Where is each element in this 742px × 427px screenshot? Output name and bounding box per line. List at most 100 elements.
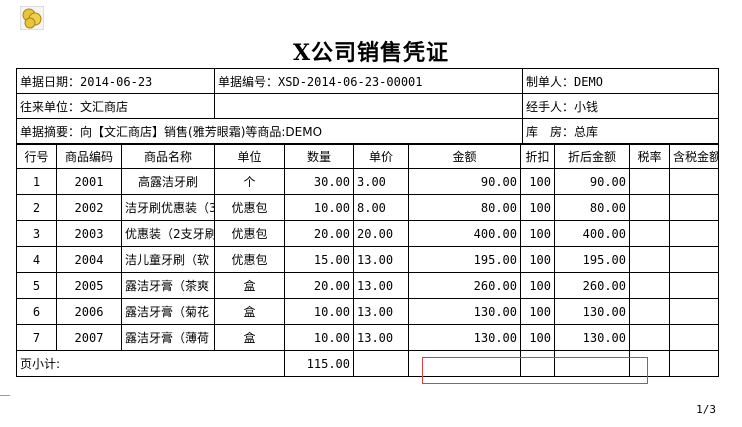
- subtotal-cell: [669, 350, 719, 377]
- item-amount: 90.00: [408, 168, 521, 195]
- item-unit: 优惠包: [214, 220, 285, 247]
- table-row[interactable]: 7 2007 露洁牙膏（薄荷 盒 10.00 13.00 130.00 100 …: [16, 324, 719, 351]
- item-qty: 20.00: [284, 220, 354, 247]
- item-tax-rate: [629, 194, 670, 221]
- row-number: 2: [16, 194, 57, 221]
- col-header: 数量: [284, 144, 354, 169]
- item-price: 13.00: [353, 272, 409, 299]
- table-row[interactable]: 6 2006 露洁牙膏（菊花 盒 10.00 13.00 130.00 100 …: [16, 298, 719, 325]
- item-tax-rate: [629, 246, 670, 273]
- item-name: 露洁牙膏（薄荷: [121, 324, 215, 351]
- subtotal-cell: [554, 350, 630, 377]
- item-discount: 100: [520, 220, 555, 247]
- table-row[interactable]: 5 2005 露洁牙膏（茶爽 盒 20.00 13.00 260.00 100 …: [16, 272, 719, 299]
- item-qty: 10.00: [284, 194, 354, 221]
- item-net-amount: 130.00: [554, 324, 630, 351]
- item-price: 20.00: [353, 220, 409, 247]
- item-price: 13.00: [353, 324, 409, 351]
- item-discount: 100: [520, 298, 555, 325]
- item-qty: 30.00: [284, 168, 354, 195]
- doc-warehouse: 库 房：总库: [522, 118, 719, 144]
- col-header: 折后金额: [554, 144, 630, 169]
- item-unit: 个: [214, 168, 285, 195]
- item-tax-rate: [629, 272, 670, 299]
- item-code: 2007: [56, 324, 122, 351]
- row-number: 7: [16, 324, 57, 351]
- item-qty: 15.00: [284, 246, 354, 273]
- table-row[interactable]: 1 2001 高露洁牙刷 个 30.00 3.00 90.00 100 90.0…: [16, 168, 719, 195]
- subtotal-row: 页小计: 115.00: [16, 350, 719, 377]
- table-row[interactable]: 2 2002 洁牙刷优惠装（3 优惠包 10.00 8.00 80.00 100…: [16, 194, 719, 221]
- subtotal-label: 页小计:: [16, 350, 285, 377]
- item-qty: 10.00: [284, 324, 354, 351]
- col-header: 税率: [629, 144, 670, 169]
- item-discount: 100: [520, 168, 555, 195]
- col-header: 行号: [16, 144, 57, 169]
- subtotal-cell: [520, 350, 555, 377]
- item-name: 高露洁牙刷: [121, 168, 215, 195]
- table-row[interactable]: 4 2004 洁儿童牙刷（软 优惠包 15.00 13.00 195.00 10…: [16, 246, 719, 273]
- doc-partner-blank: [214, 93, 523, 119]
- item-net-amount: 400.00: [554, 220, 630, 247]
- subtotal-cell: [353, 350, 409, 377]
- item-gross-amount: [669, 220, 719, 247]
- item-gross-amount: [669, 168, 719, 195]
- item-gross-amount: [669, 246, 719, 273]
- item-code: 2005: [56, 272, 122, 299]
- row-number: 5: [16, 272, 57, 299]
- item-gross-amount: [669, 298, 719, 325]
- item-tax-rate: [629, 168, 670, 195]
- item-amount: 400.00: [408, 220, 521, 247]
- item-amount: 130.00: [408, 298, 521, 325]
- doc-maker: 制单人：DEMO: [522, 68, 719, 94]
- doc-partner: 往来单位：文汇商店: [16, 93, 215, 119]
- items-table: 行号 商品编码 商品名称 单位 数量 单价 金额 折扣 折后金额 税率 含税金额…: [16, 144, 719, 377]
- col-header: 金额: [408, 144, 521, 169]
- item-discount: 100: [520, 194, 555, 221]
- item-name: 露洁牙膏（茶爽: [121, 272, 215, 299]
- item-net-amount: 80.00: [554, 194, 630, 221]
- item-discount: 100: [520, 272, 555, 299]
- item-unit: 优惠包: [214, 246, 285, 273]
- item-net-amount: 130.00: [554, 298, 630, 325]
- col-header: 含税金额: [669, 144, 719, 169]
- col-header: 折扣: [520, 144, 555, 169]
- item-name: 洁牙刷优惠装（3: [121, 194, 215, 221]
- item-discount: 100: [520, 324, 555, 351]
- coins-logo-icon: [19, 5, 45, 31]
- row-number: 6: [16, 298, 57, 325]
- document-title: X公司销售凭证: [292, 40, 450, 66]
- item-code: 2003: [56, 220, 122, 247]
- item-unit: 盒: [214, 272, 285, 299]
- item-price: 13.00: [353, 246, 409, 273]
- items-header-row: 行号 商品编码 商品名称 单位 数量 单价 金额 折扣 折后金额 税率 含税金额: [16, 144, 719, 169]
- doc-handler: 经手人：小钱: [522, 93, 719, 119]
- subtotal-cell: [408, 350, 521, 377]
- doc-summary: 单据摘要：向【文汇商店】销售(雅芳眼霜)等商品:DEMO: [16, 118, 523, 144]
- selection-rectangle[interactable]: [422, 357, 648, 384]
- item-name: 洁儿童牙刷（软: [121, 246, 215, 273]
- col-header: 商品名称: [121, 144, 215, 169]
- doc-date: 单据日期：2014-06-23: [16, 68, 215, 94]
- item-code: 2006: [56, 298, 122, 325]
- item-price: 8.00: [353, 194, 409, 221]
- item-net-amount: 90.00: [554, 168, 630, 195]
- voucher-header-table: 单据日期：2014-06-23 单据编号：XSD-2014-06-23-0000…: [16, 68, 719, 144]
- subtotal-qty: 115.00: [284, 350, 354, 377]
- page-indicator: 1/3: [696, 403, 716, 416]
- item-net-amount: 195.00: [554, 246, 630, 273]
- item-name: 优惠装（2支牙刷: [121, 220, 215, 247]
- item-qty: 10.00: [284, 298, 354, 325]
- item-amount: 260.00: [408, 272, 521, 299]
- item-tax-rate: [629, 220, 670, 247]
- item-name: 露洁牙膏（菊花: [121, 298, 215, 325]
- col-header: 商品编码: [56, 144, 122, 169]
- item-unit: 盒: [214, 324, 285, 351]
- item-code: 2004: [56, 246, 122, 273]
- table-row[interactable]: 3 2003 优惠装（2支牙刷 优惠包 20.00 20.00 400.00 1…: [16, 220, 719, 247]
- item-gross-amount: [669, 272, 719, 299]
- item-tax-rate: [629, 298, 670, 325]
- item-amount: 195.00: [408, 246, 521, 273]
- page-corner-mark: [0, 395, 10, 396]
- item-tax-rate: [629, 324, 670, 351]
